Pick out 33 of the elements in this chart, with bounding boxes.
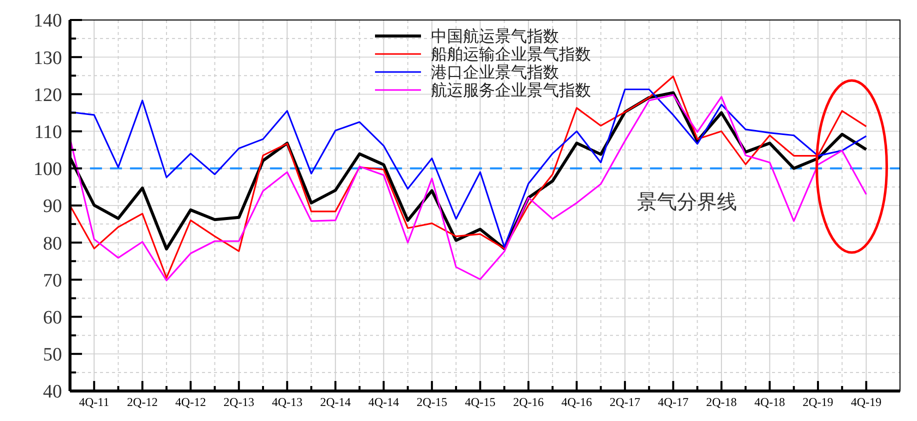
x-tick-label: 4Q-11 bbox=[79, 395, 110, 409]
y-tick-label: 130 bbox=[34, 48, 62, 69]
x-tick-label: 2Q-12 bbox=[127, 395, 158, 409]
x-tick-label: 2Q-16 bbox=[513, 395, 544, 409]
y-tick-label: 40 bbox=[43, 382, 62, 403]
x-tick-label: 2Q-13 bbox=[224, 395, 254, 409]
x-tick-label: 4Q-19 bbox=[850, 395, 882, 409]
legend-label: 航运服务企业景气指数 bbox=[431, 82, 591, 100]
y-tick-label: 80 bbox=[43, 233, 62, 254]
x-tick-label: 4Q-16 bbox=[561, 395, 592, 409]
ref-line-label: 景气分界线 bbox=[637, 191, 738, 214]
x-tick-label: 2Q-18 bbox=[706, 395, 737, 409]
x-tick-label: 2Q-17 bbox=[610, 395, 640, 409]
y-tick-label: 90 bbox=[43, 196, 62, 218]
x-tick-label: 4Q-15 bbox=[464, 395, 496, 409]
y-tick-label: 140 bbox=[34, 10, 62, 32]
y-tick-label: 70 bbox=[43, 270, 62, 292]
legend-label: 中国航运景气指数 bbox=[431, 28, 559, 46]
legend-label: 船舶运输企业景气指数 bbox=[431, 46, 591, 64]
y-tick-label: 120 bbox=[34, 84, 62, 106]
x-tick-label: 4Q-12 bbox=[175, 395, 206, 409]
legend-label: 港口企业景气指数 bbox=[431, 64, 559, 82]
x-tick-label: 4Q-17 bbox=[658, 395, 689, 409]
x-tick-label: 4Q-18 bbox=[754, 395, 786, 409]
x-tick-label: 2Q-19 bbox=[802, 395, 834, 409]
y-tick-label: 100 bbox=[34, 159, 62, 180]
x-tick-label: 4Q-13 bbox=[272, 395, 302, 409]
y-tick-label: 60 bbox=[43, 307, 62, 328]
y-tick-label: 110 bbox=[34, 122, 62, 143]
y-tick-label: 50 bbox=[43, 344, 62, 366]
x-tick-label: 4Q-14 bbox=[368, 395, 399, 409]
x-tick-label: 2Q-14 bbox=[320, 395, 351, 409]
x-tick-label: 2Q-15 bbox=[416, 395, 448, 409]
